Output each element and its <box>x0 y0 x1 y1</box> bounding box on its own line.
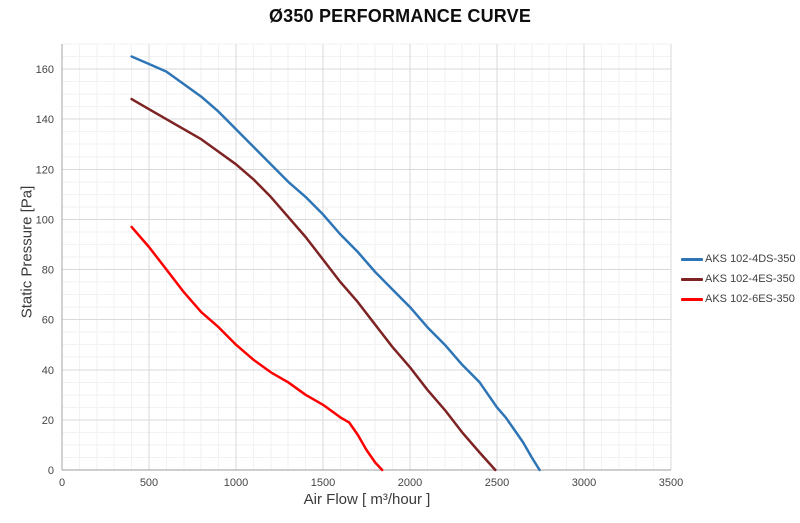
y-tick-label: 160 <box>36 64 54 76</box>
x-tick-label: 0 <box>59 477 65 489</box>
legend-label: AKS 102-4DS-350 <box>705 253 796 265</box>
series-line-AKS 102-4DS-350 <box>130 55 541 472</box>
x-tick-label: 2500 <box>485 477 509 489</box>
series-line-AKS 102-4ES-350 <box>130 97 497 472</box>
legend-label: AKS 102-4ES-350 <box>705 273 795 285</box>
legend-line-swatch-darkred <box>681 277 703 281</box>
y-tick-label: 40 <box>42 365 54 377</box>
x-tick-label: 500 <box>140 477 158 489</box>
x-tick-label: 1000 <box>224 477 248 489</box>
chart-title: Ø350 PERFORMANCE CURVE <box>268 6 532 26</box>
axis-lines <box>61 44 671 471</box>
y-tick-label: 120 <box>36 164 54 176</box>
x-tick-labels: 0 500 1000 1500 2000 2500 3000 3500 <box>59 477 683 489</box>
x-tick-label: 3000 <box>572 477 596 489</box>
y-tick-label: 140 <box>36 114 54 126</box>
major-gridlines <box>62 44 672 470</box>
legend-line-swatch-blue <box>681 257 703 261</box>
legend-label: AKS 102-6ES-350 <box>705 293 795 305</box>
legend-item: AKS 102-6ES-350 <box>681 289 800 309</box>
y-axis-title: Static Pressure [Pa] <box>18 185 36 319</box>
x-axis-title: Air Flow [ m³/hour ] <box>303 491 431 508</box>
minor-gridlines <box>62 43 671 470</box>
y-tick-label: 20 <box>42 415 54 427</box>
series-line-AKS 102-6ES-350 <box>130 225 384 472</box>
x-tick-label: 3500 <box>659 477 683 489</box>
legend-item: AKS 102-4DS-350 <box>681 249 800 269</box>
x-tick-label: 1500 <box>311 477 335 489</box>
y-tick-label: 100 <box>36 214 54 226</box>
legend-line-swatch-red <box>681 297 703 301</box>
y-tick-label: 80 <box>42 265 54 277</box>
legend-item: AKS 102-4ES-350 <box>681 269 800 289</box>
y-tick-labels: 0 20 40 60 80 100 120 140 160 <box>36 64 54 477</box>
y-tick-label: 0 <box>48 465 54 477</box>
x-tick-label: 2000 <box>398 477 422 489</box>
series-curves <box>130 55 541 472</box>
y-tick-label: 60 <box>42 315 54 327</box>
legend: AKS 102-4DS-350 AKS 102-4ES-350 AKS 102-… <box>681 249 800 309</box>
